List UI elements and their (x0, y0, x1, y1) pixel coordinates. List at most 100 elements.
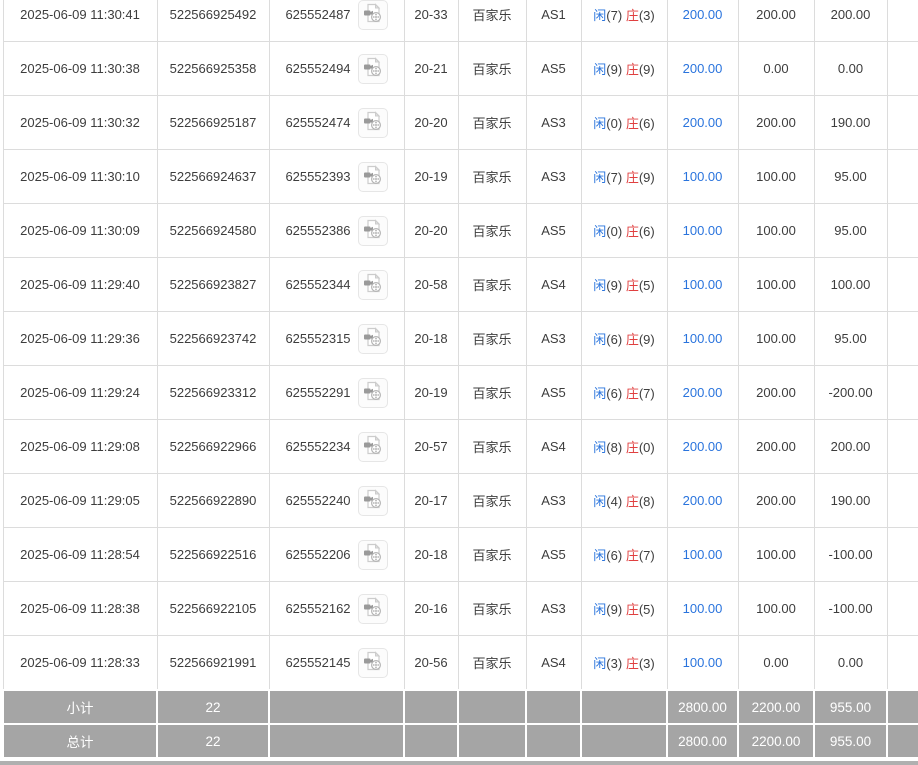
summary-empty (886, 689, 918, 725)
cell-valid-amount: 200.00 (737, 0, 815, 42)
bet-amount-link[interactable]: 200.00 (682, 61, 723, 76)
cell-bet-amount: 100.00 (666, 257, 739, 312)
cell-order-id: 522566922890 (156, 473, 270, 528)
video-replay-button[interactable] (357, 0, 388, 30)
video-replay-button[interactable] (357, 647, 388, 678)
cell-bet-time: 2025-06-09 11:28:33 (2, 635, 158, 691)
cell-game-type: 百家乐 (457, 527, 527, 582)
table-row: 2025-06-09 11:29:05 522566922890 6255522… (2, 473, 918, 528)
bet-amount-link[interactable]: 200.00 (682, 115, 723, 130)
cell-bet-amount: 200.00 (666, 95, 739, 150)
video-replay-button[interactable] (357, 485, 388, 516)
video-replay-button[interactable] (357, 269, 388, 300)
cell-bet-time: 2025-06-09 11:28:54 (2, 527, 158, 582)
cell-empty (886, 311, 918, 366)
records-footer: 小计 22 2800.00 2200.00 955.00 总计 22 2800.… (2, 689, 918, 759)
summary-empty (886, 723, 918, 759)
bet-amount-link[interactable]: 100.00 (682, 601, 723, 616)
video-replay-button[interactable] (357, 107, 388, 138)
bet-amount-link[interactable]: 200.00 (682, 439, 723, 454)
cell-bet-time: 2025-06-09 11:29:36 (2, 311, 158, 366)
cell-valid-amount: 200.00 (737, 419, 815, 474)
bet-amount-link[interactable]: 100.00 (682, 547, 723, 562)
video-file-icon (363, 435, 383, 458)
summary-count: 22 (156, 689, 270, 725)
bet-amount-link[interactable]: 200.00 (682, 493, 723, 508)
player-points: (8) (606, 440, 623, 455)
banker-points: (3) (638, 656, 655, 671)
player-label: 闲 (593, 602, 607, 617)
cell-shoe-round: 20-21 (403, 41, 459, 96)
cell-shoe-round: 20-58 (403, 257, 459, 312)
cell-game-result: 闲(6) 庄(9) (580, 311, 668, 366)
cell-valid-amount: 200.00 (737, 473, 815, 528)
cell-round-id: 625552393 (268, 149, 405, 204)
cell-bet-amount: 200.00 (666, 365, 739, 420)
horizontal-scrollbar[interactable] (0, 761, 918, 765)
bet-amount-link[interactable]: 100.00 (682, 331, 723, 346)
summary-win-loss-total: 955.00 (813, 723, 888, 759)
round-id-text: 625552315 (285, 331, 351, 346)
cell-order-id: 522566923312 (156, 365, 270, 420)
bet-amount-link[interactable]: 200.00 (682, 385, 723, 400)
cell-bet-amount: 200.00 (666, 473, 739, 528)
bet-amount-link[interactable]: 100.00 (682, 277, 723, 292)
summary-valid-total: 2200.00 (737, 689, 815, 725)
banker-points: (7) (638, 548, 655, 563)
cell-game-result: 闲(6) 庄(7) (580, 527, 668, 582)
round-id-text: 625552291 (285, 385, 351, 400)
round-id-text: 625552162 (285, 601, 351, 616)
cell-empty (886, 581, 918, 636)
video-replay-button[interactable] (357, 161, 388, 192)
cell-win-loss: 100.00 (813, 257, 888, 312)
cell-table-name: AS3 (525, 473, 582, 528)
round-id-text: 625552234 (285, 439, 351, 454)
cell-win-loss: 200.00 (813, 0, 888, 42)
round-id-text: 625552206 (285, 547, 351, 562)
summary-row: 小计 22 2800.00 2200.00 955.00 (2, 689, 918, 725)
player-label: 闲 (593, 170, 607, 185)
video-replay-button[interactable] (357, 53, 388, 84)
cell-round-id: 625552494 (268, 41, 405, 96)
cell-table-name: AS3 (525, 95, 582, 150)
player-points: (7) (606, 8, 623, 23)
banker-points: (7) (638, 386, 655, 401)
video-file-icon (363, 489, 383, 512)
player-label: 闲 (593, 278, 607, 293)
cell-round-id: 625552206 (268, 527, 405, 582)
bet-amount-link[interactable]: 100.00 (682, 655, 723, 670)
bet-amount-link[interactable]: 100.00 (682, 169, 723, 184)
summary-empty (268, 723, 405, 759)
player-points: (9) (606, 278, 623, 293)
video-replay-button[interactable] (357, 539, 388, 570)
player-label: 闲 (593, 224, 607, 239)
cell-empty (886, 203, 918, 258)
cell-order-id: 522566925358 (156, 41, 270, 96)
cell-table-name: AS3 (525, 149, 582, 204)
video-replay-button[interactable] (357, 431, 388, 462)
cell-empty (886, 95, 918, 150)
table-row: 2025-06-09 11:30:09 522566924580 6255523… (2, 203, 918, 258)
cell-table-name: AS1 (525, 0, 582, 42)
cell-shoe-round: 20-57 (403, 419, 459, 474)
video-file-icon (363, 273, 383, 296)
cell-bet-time: 2025-06-09 11:30:38 (2, 41, 158, 96)
cell-game-type: 百家乐 (457, 635, 527, 691)
cell-empty (886, 527, 918, 582)
cell-empty (886, 365, 918, 420)
bet-amount-link[interactable]: 200.00 (682, 7, 723, 22)
cell-empty (886, 635, 918, 691)
bet-amount-link[interactable]: 100.00 (682, 223, 723, 238)
video-replay-button[interactable] (357, 377, 388, 408)
video-replay-button[interactable] (357, 215, 388, 246)
summary-empty (580, 723, 668, 759)
video-replay-button[interactable] (357, 593, 388, 624)
banker-points: (9) (638, 62, 655, 77)
player-label: 闲 (593, 62, 607, 77)
cell-game-type: 百家乐 (457, 257, 527, 312)
cell-game-type: 百家乐 (457, 41, 527, 96)
video-replay-button[interactable] (357, 323, 388, 354)
cell-game-type: 百家乐 (457, 473, 527, 528)
round-id-text: 625552344 (285, 277, 351, 292)
cell-game-result: 闲(9) 庄(5) (580, 257, 668, 312)
